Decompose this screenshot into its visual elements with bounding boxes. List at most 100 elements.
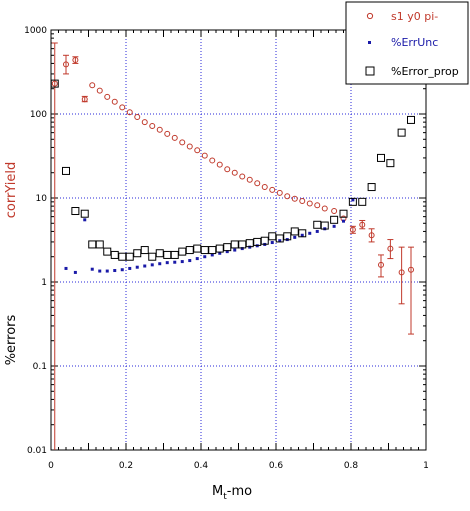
data-point [203,255,207,259]
x-axis-title: Mt-mo [212,484,252,502]
data-layer [50,42,415,450]
x-tick-label: 0 [48,461,54,471]
data-point [331,208,338,215]
data-point [283,232,292,241]
data-point [339,209,348,218]
data-point [143,264,147,268]
data-point [284,193,291,200]
data-point [105,269,109,273]
data-point [64,266,68,270]
data-point [239,173,246,180]
data-point [83,218,87,222]
data-point [359,221,366,228]
data-point [72,56,79,63]
data-point [81,96,88,103]
data-point [173,260,177,264]
data-point [378,261,384,268]
data-point [291,195,298,202]
legend-marker-corryield [366,12,374,20]
legend-label-errorprop: %Error_prop [391,65,459,78]
data-point [89,82,96,89]
legend: s1 y0 pi- %ErrUnc %Error_prop [345,1,469,85]
data-point [377,153,385,162]
data-point [387,245,394,252]
data-point [330,215,339,224]
data-point [358,197,367,206]
axis-ticks: 0 0.2 0.4 0.6 0.8 1 0.01 0.1 1 10 100 1000 [24,26,429,471]
data-point [397,128,406,137]
x-axis-title-subscript: t [223,492,227,502]
data-point [306,200,313,207]
legend-label-corryield: s1 y0 pi- [391,10,438,23]
data-point [300,233,304,237]
data-point [240,247,244,251]
y-axis-title-corryield: corrYield [4,162,19,219]
data-point [276,189,283,196]
data-point [150,263,154,267]
data-point [209,157,216,164]
data-point [104,93,111,100]
x-axis-title-main: M [212,484,223,499]
x-tick-label: 0.6 [269,461,284,471]
data-point [62,166,70,175]
y-tick-label: 100 [30,110,47,120]
data-point [140,246,149,255]
data-point [80,209,89,218]
data-point [98,269,102,273]
data-point [315,229,319,233]
data-point [135,265,139,269]
data-point [194,147,201,154]
data-point [299,198,306,205]
x-axis-title-rest: -mo [227,484,252,499]
data-point [342,219,345,223]
y-tick-label: 10 [36,194,48,204]
data-point [128,266,132,270]
data-point [210,253,214,257]
data-point [51,80,58,87]
data-point [314,202,321,209]
legend-marker-errunc [368,41,371,44]
data-point [225,250,229,254]
data-point [71,207,80,216]
data-point [90,267,94,271]
data-point [298,229,307,238]
data-point [261,184,268,191]
data-point [156,126,163,133]
legend-label-errunc: %ErrUnc [391,36,438,49]
data-point [351,198,355,202]
data-point [63,61,69,68]
data-point [126,109,133,116]
data-point [386,159,395,168]
data-point [218,251,222,255]
data-point [270,241,274,245]
data-point [195,257,199,261]
y-tick-label: 0.01 [27,446,47,456]
data-point [188,259,192,263]
data-point [201,152,208,159]
data-point [73,270,77,274]
data-point [186,143,193,150]
data-point [293,235,297,239]
data-point [407,115,415,124]
y-tick-label: 1000 [24,26,47,36]
y-axis-title-errors: %errors [4,314,19,365]
data-point [50,79,59,88]
data-point [320,221,329,230]
data-point [149,122,156,129]
data-point [398,269,405,276]
data-point [233,248,237,252]
data-point [171,134,178,141]
data-point [224,166,231,173]
data-point [260,236,269,245]
x-tick-label: 0.8 [344,461,359,471]
legend-marker-errorprop [365,66,375,76]
data-point [348,197,357,206]
data-point [158,262,162,266]
series-s1-y0-pi- [51,42,414,450]
data-point [134,114,141,121]
data-point [278,239,282,243]
data-point [246,176,253,183]
y-tick-label: 0.1 [33,362,47,372]
